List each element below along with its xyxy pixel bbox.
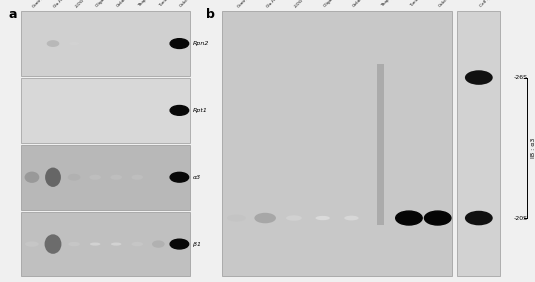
Text: Glu-free: Glu-free (53, 0, 68, 8)
Ellipse shape (47, 40, 59, 47)
Text: Geldanamycin: Geldanamycin (116, 0, 141, 8)
Text: Oligomycin: Oligomycin (323, 0, 343, 8)
Ellipse shape (254, 213, 276, 223)
Circle shape (170, 105, 189, 115)
Text: 2-DG: 2-DG (74, 0, 85, 8)
Ellipse shape (132, 242, 143, 246)
Bar (222, 11, 452, 276)
Ellipse shape (465, 70, 493, 85)
Text: 2-DG: 2-DG (294, 0, 304, 8)
Text: Glu-free: Glu-free (265, 0, 280, 8)
Text: Thapsigargin: Thapsigargin (137, 0, 160, 8)
Ellipse shape (316, 216, 330, 220)
Text: Cell lysate: Cell lysate (479, 0, 498, 8)
Text: -20S: -20S (514, 215, 528, 221)
Text: Thapsigargin: Thapsigargin (380, 0, 403, 8)
Ellipse shape (465, 211, 493, 225)
Ellipse shape (89, 175, 101, 180)
Ellipse shape (111, 243, 121, 246)
Text: -26S: -26S (514, 75, 528, 80)
Ellipse shape (152, 174, 165, 180)
Ellipse shape (152, 240, 165, 248)
Ellipse shape (90, 243, 101, 246)
Ellipse shape (25, 241, 39, 247)
Bar (457, 11, 500, 276)
Ellipse shape (344, 216, 358, 221)
Text: Tunicamycin: Tunicamycin (409, 0, 431, 8)
Circle shape (396, 211, 422, 225)
Text: α3: α3 (193, 175, 201, 180)
Ellipse shape (132, 175, 143, 180)
Bar (21, 11, 190, 76)
Bar (21, 78, 190, 143)
Ellipse shape (68, 242, 80, 246)
Circle shape (424, 211, 451, 225)
Text: Geldanamycin: Geldanamycin (351, 0, 377, 8)
Text: Calcimycin: Calcimycin (179, 0, 199, 8)
Ellipse shape (110, 175, 122, 180)
Text: Control: Control (236, 0, 250, 8)
Ellipse shape (68, 174, 80, 181)
Circle shape (170, 239, 189, 249)
Text: IB : α3: IB : α3 (531, 138, 535, 158)
Ellipse shape (69, 42, 79, 45)
Circle shape (170, 39, 189, 49)
Text: b: b (206, 8, 215, 21)
Text: Control: Control (32, 0, 46, 8)
Ellipse shape (25, 171, 39, 183)
Bar (21, 212, 190, 276)
Text: β1: β1 (193, 242, 201, 246)
Text: Oligomycin: Oligomycin (95, 0, 115, 8)
Ellipse shape (44, 234, 62, 254)
Bar (377, 64, 384, 225)
Text: Tunicamycin: Tunicamycin (158, 0, 180, 8)
Text: Rpn2: Rpn2 (193, 41, 209, 46)
Circle shape (170, 172, 189, 182)
Ellipse shape (45, 168, 61, 187)
Ellipse shape (227, 215, 246, 222)
Bar (21, 145, 190, 210)
Ellipse shape (286, 215, 302, 221)
Text: a: a (8, 8, 17, 21)
Text: Calcimycin: Calcimycin (438, 0, 457, 8)
Text: Rpt1: Rpt1 (193, 108, 208, 113)
